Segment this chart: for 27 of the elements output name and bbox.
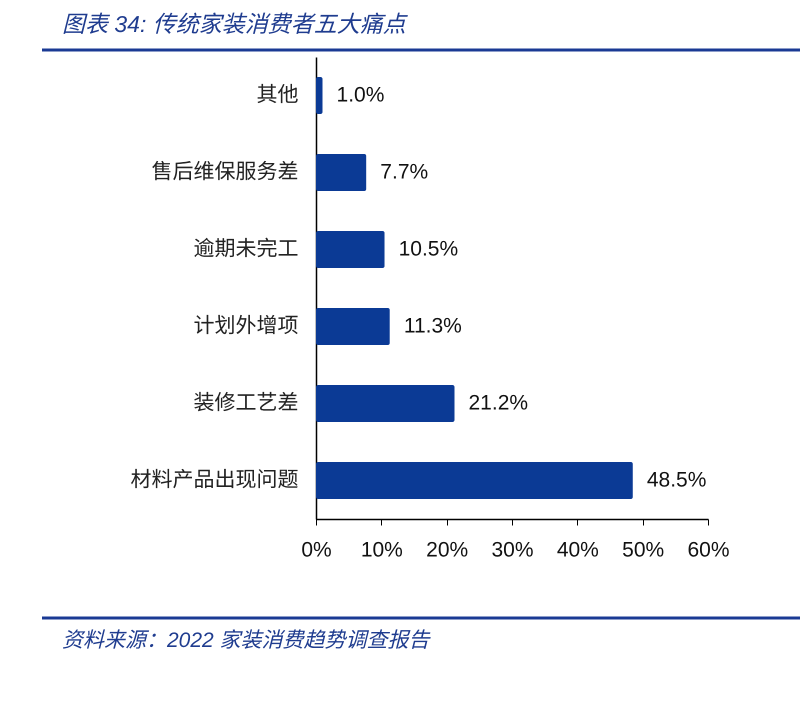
data-label: 11.3% <box>404 314 462 338</box>
x-tick-label: 50% <box>622 538 664 562</box>
y-tick-label: 售后维保服务差 <box>152 160 298 184</box>
bar <box>316 308 390 345</box>
bar <box>316 385 455 422</box>
y-tick-label: 其他 <box>256 84 298 106</box>
x-tick-label: 0% <box>301 538 332 562</box>
y-tick-label: 逾期未完工 <box>194 238 298 260</box>
bar <box>316 462 633 499</box>
x-tick-label: 10% <box>360 538 403 562</box>
x-tick-label: 20% <box>426 538 468 562</box>
x-tick-label: 60% <box>687 538 730 562</box>
y-tick-label: 材料产品出现问题 <box>130 468 298 492</box>
bar <box>316 231 385 268</box>
data-label: 10.5% <box>398 238 458 260</box>
x-tick-label: 40% <box>556 538 599 562</box>
data-label: 1.0% <box>336 84 384 106</box>
x-tick-label: 30% <box>491 538 534 562</box>
data-label: 21.2% <box>468 392 528 414</box>
bar <box>316 154 366 191</box>
data-label: 48.5% <box>646 468 706 492</box>
chart-title: 图表 34: 传统家装消费者五大痛点 <box>62 11 409 37</box>
bar <box>316 77 323 114</box>
y-tick-label: 装修工艺差 <box>194 392 298 414</box>
y-tick-label: 计划外增项 <box>194 314 298 338</box>
text: 资料来源：2022 家装消费趋势调查报告 <box>62 629 432 652</box>
data-label: 7.7% <box>380 160 428 184</box>
